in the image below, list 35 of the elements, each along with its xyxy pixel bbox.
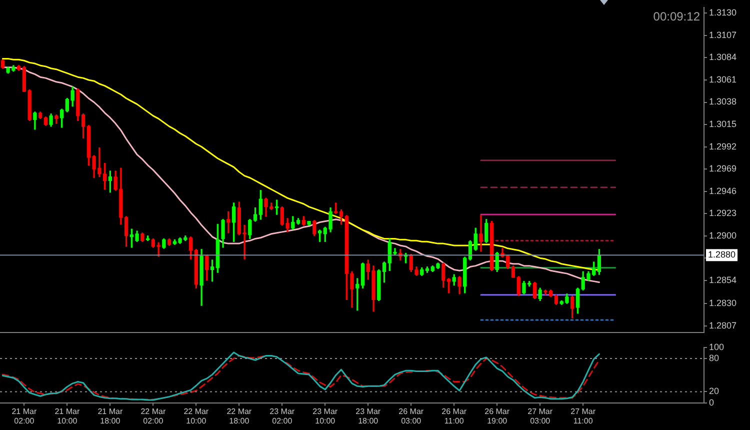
y-tick-label: 1.2807 <box>709 320 737 330</box>
y-tick-label: 1.2992 <box>709 141 737 152</box>
x-tick-label: 27 Mar 03:00 <box>528 406 553 426</box>
candlestick <box>479 215 483 252</box>
y-tick-label: 100 <box>709 342 724 352</box>
x-tick-label: 26 Mar 03:00 <box>398 406 424 426</box>
x-tick-label: 23 Mar 02:00 <box>270 406 295 426</box>
y-tick-label: 1.3107 <box>709 30 737 40</box>
y-tick-label: 0 <box>709 397 714 408</box>
x-tick-label: 21 Mar 10:00 <box>54 406 80 426</box>
y-tick-label: 1.3038 <box>709 96 737 107</box>
y-tick-label: 1.2830 <box>709 298 737 308</box>
x-tick-label: 22 Mar 02:00 <box>140 406 166 426</box>
y-tick-label: 80 <box>709 352 720 363</box>
y-tick-label: 1.3084 <box>709 52 737 62</box>
x-tick-label: 21 Mar 18:00 <box>98 406 123 426</box>
x-tick-label: 22 Mar 10:00 <box>184 406 209 426</box>
y-tick-label: 20 <box>709 386 720 396</box>
ref-line-label: 1.2880 <box>708 250 736 260</box>
x-tick-label: 23 Mar 18:00 <box>356 406 381 426</box>
x-tick-label: 23 Mar 10:00 <box>312 406 338 426</box>
y-tick-label: 1.3061 <box>709 74 737 84</box>
y-tick-label: 1.2854 <box>709 274 737 285</box>
x-tick-label: 26 Mar 11:00 <box>442 406 467 426</box>
y-tick-label: 1.2923 <box>709 208 737 218</box>
x-tick-label: 27 Mar 11:00 <box>570 406 596 426</box>
annotation: 00:09:12 <box>653 10 700 24</box>
y-tick-label: 1.2900 <box>709 230 737 240</box>
y-tick-label: 1.3015 <box>709 118 737 129</box>
x-tick-label: 21 Mar 02:00 <box>12 406 37 426</box>
y-tick-label: 1.3130 <box>709 8 737 18</box>
y-tick-label: 1.2969 <box>709 164 737 174</box>
x-tick-label: 26 Mar 19:00 <box>484 406 510 426</box>
y-tick-label: 1.2946 <box>709 186 737 196</box>
x-tick-label: 22 Mar 18:00 <box>226 406 252 426</box>
